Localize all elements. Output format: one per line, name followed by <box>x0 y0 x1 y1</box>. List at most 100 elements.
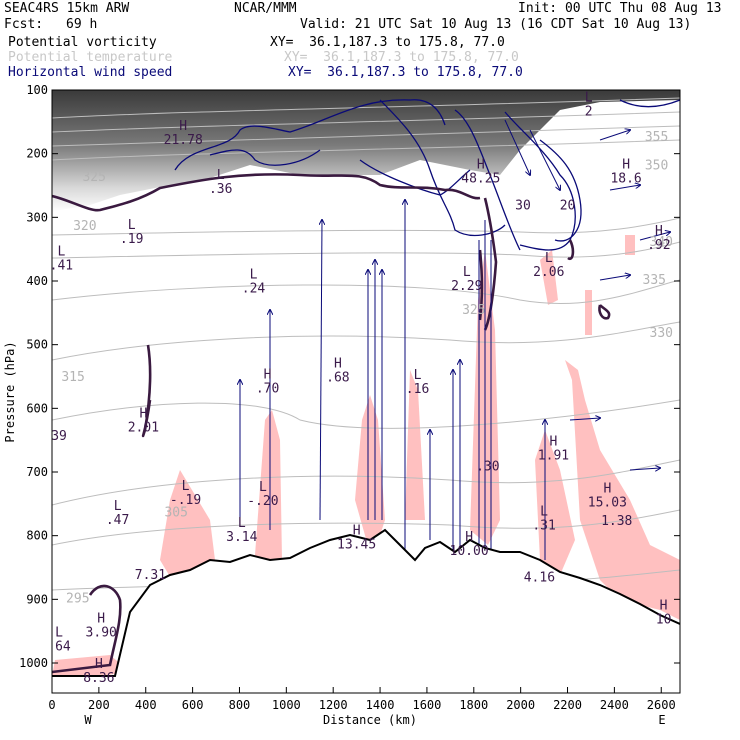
extremum-letter: H <box>264 367 272 382</box>
field-wind-xy: XY= 36.1,187.3 to 175.8, 77.0 <box>288 65 523 80</box>
y-tick-label: 500 <box>26 338 48 352</box>
extremum-letter: H <box>660 599 668 614</box>
pv-shading <box>52 235 680 676</box>
x-tick-label: 2400 <box>600 698 629 712</box>
extremum-value: .92 <box>647 238 670 253</box>
plot-frame <box>51 89 681 694</box>
extremum-value: 13.45 <box>337 537 376 552</box>
extremum-letter: H <box>139 406 147 421</box>
extremum-letter: H <box>179 119 187 134</box>
extremum-letter: L <box>545 251 553 266</box>
org-title: NCAR/MMM <box>234 1 297 16</box>
extremum-letter: H <box>603 481 611 496</box>
extremum-value: .47 <box>106 513 129 528</box>
extremum-letter: L <box>128 218 136 233</box>
x-tick-label: 1800 <box>459 698 488 712</box>
extremum-value: 2.06 <box>533 265 564 280</box>
extremum-value: 30 <box>515 199 531 214</box>
extremum-letter: L <box>114 499 122 514</box>
extremum-value: .64 <box>47 639 71 654</box>
extremum-letter: L <box>414 368 422 383</box>
y-tick-label: 100 <box>26 83 48 97</box>
extremum-value: -.19 <box>170 493 201 508</box>
theta-labels: 325 320 315 305 295 355 350 340 335 330 325 <box>61 130 673 607</box>
x-tick-label: 0 <box>48 698 55 712</box>
forecast-label: Fcst: <box>4 17 44 32</box>
x-tick-label: 400 <box>135 698 157 712</box>
extremum-letter: H <box>334 357 342 372</box>
y-tick-label: 800 <box>26 529 48 543</box>
extremum-letter: H <box>622 157 630 172</box>
extremum-value: 10 <box>656 613 672 628</box>
y-axis-ticks: 100 200 300 400 500 600 700 800 900 1000 <box>19 83 680 670</box>
y-axis-label: Pressure (hPa) <box>3 341 17 442</box>
extremum-letter: H <box>465 530 473 545</box>
theta-label: 315 <box>61 370 84 385</box>
y-tick-label: 300 <box>26 210 48 224</box>
field-pv-name: Potential vorticity <box>8 35 157 50</box>
extremum-value: 7.31 <box>135 568 166 583</box>
extremum-value: 15.03 <box>588 495 627 510</box>
extremum-letter: L <box>238 516 246 531</box>
extremum-value: .30 <box>476 460 499 475</box>
extremum-value: 1.38 <box>601 514 632 529</box>
extremum-value: 48.25 <box>461 171 500 186</box>
extremum-letter: H <box>655 224 663 239</box>
extremum-value: 2.01 <box>128 420 159 435</box>
theta-label: 305 <box>164 506 187 521</box>
extremum-letter: L <box>463 265 471 280</box>
extremum-letter: L <box>55 625 63 640</box>
extremum-value: 21.78 <box>164 133 203 148</box>
x-axis-east-label: E <box>658 713 665 727</box>
forecast-hour: 69 h <box>66 17 98 32</box>
x-tick-label: 1200 <box>319 698 348 712</box>
extremum-letter: H <box>97 611 105 626</box>
extremum-value: 3.14 <box>226 530 257 545</box>
x-axis-ticks: 0 200 400 600 800 1000 1200 1400 1600 1800 2000 220… <box>48 687 676 712</box>
extremum-letter: L <box>250 267 258 282</box>
x-tick-label: 800 <box>229 698 251 712</box>
extremum-value: .24 <box>242 281 266 296</box>
extremum-value: 10.00 <box>450 544 489 559</box>
extremum-value: .36 <box>209 182 232 197</box>
field-wind-name: Horizontal wind speed <box>8 65 173 80</box>
theta-label: 320 <box>73 219 96 234</box>
y-tick-label: 900 <box>26 592 48 606</box>
theta-label: 325 <box>82 170 105 185</box>
extremum-value: 8.36 <box>83 671 114 686</box>
extremum-letter: H <box>550 434 558 449</box>
x-tick-label: 600 <box>182 698 204 712</box>
theta-label: 355 <box>645 130 668 145</box>
extremum-letter: L <box>217 168 225 183</box>
extremum-value: 4.16 <box>524 571 555 586</box>
extremum-letter: L <box>540 504 548 519</box>
y-tick-label: 400 <box>26 274 48 288</box>
x-tick-label: 2000 <box>506 698 535 712</box>
extremum-value: 39 <box>51 429 67 444</box>
pv-contours <box>52 173 611 674</box>
terrain-fill <box>52 530 680 693</box>
extremum-letter: H <box>353 523 361 538</box>
extremum-value: .31 <box>532 518 555 533</box>
extremum-value: 2 <box>585 104 593 119</box>
extremum-letter: L <box>57 245 65 260</box>
extremum-letter: H <box>477 157 485 172</box>
valid-time: Valid: 21 UTC Sat 10 Aug 13 (16 CDT Sat … <box>300 17 692 32</box>
extremum-value: 20 <box>560 199 576 214</box>
extremum-letter: L <box>182 479 190 494</box>
x-tick-label: 1600 <box>412 698 441 712</box>
extremum-value: .41 <box>50 259 73 274</box>
extremum-value: 2.29 <box>451 279 482 294</box>
wind-vectors <box>240 119 670 690</box>
theta-label: 325 <box>462 303 485 318</box>
theta-label: 340 <box>650 235 673 250</box>
model-title: SEAC4RS 15km ARW <box>4 1 130 16</box>
extremum-letter: L <box>585 90 593 105</box>
theta-label: 335 <box>643 273 666 288</box>
extremum-value: .70 <box>256 381 279 396</box>
x-tick-label: 1000 <box>272 698 301 712</box>
x-tick-label: 200 <box>88 698 110 712</box>
theta-label: 330 <box>650 326 673 341</box>
field-theta-name: Potential temperature <box>8 50 173 65</box>
extremum-value: .19 <box>120 232 143 247</box>
